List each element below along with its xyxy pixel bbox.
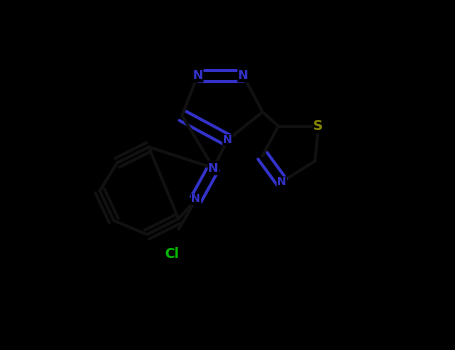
Text: S: S bbox=[313, 119, 324, 133]
Text: N: N bbox=[223, 135, 232, 145]
Text: N: N bbox=[277, 177, 286, 187]
Text: N: N bbox=[192, 69, 203, 82]
Text: N: N bbox=[192, 195, 201, 204]
Text: N: N bbox=[238, 69, 248, 82]
Text: N: N bbox=[208, 161, 219, 175]
Text: Cl: Cl bbox=[164, 247, 179, 261]
